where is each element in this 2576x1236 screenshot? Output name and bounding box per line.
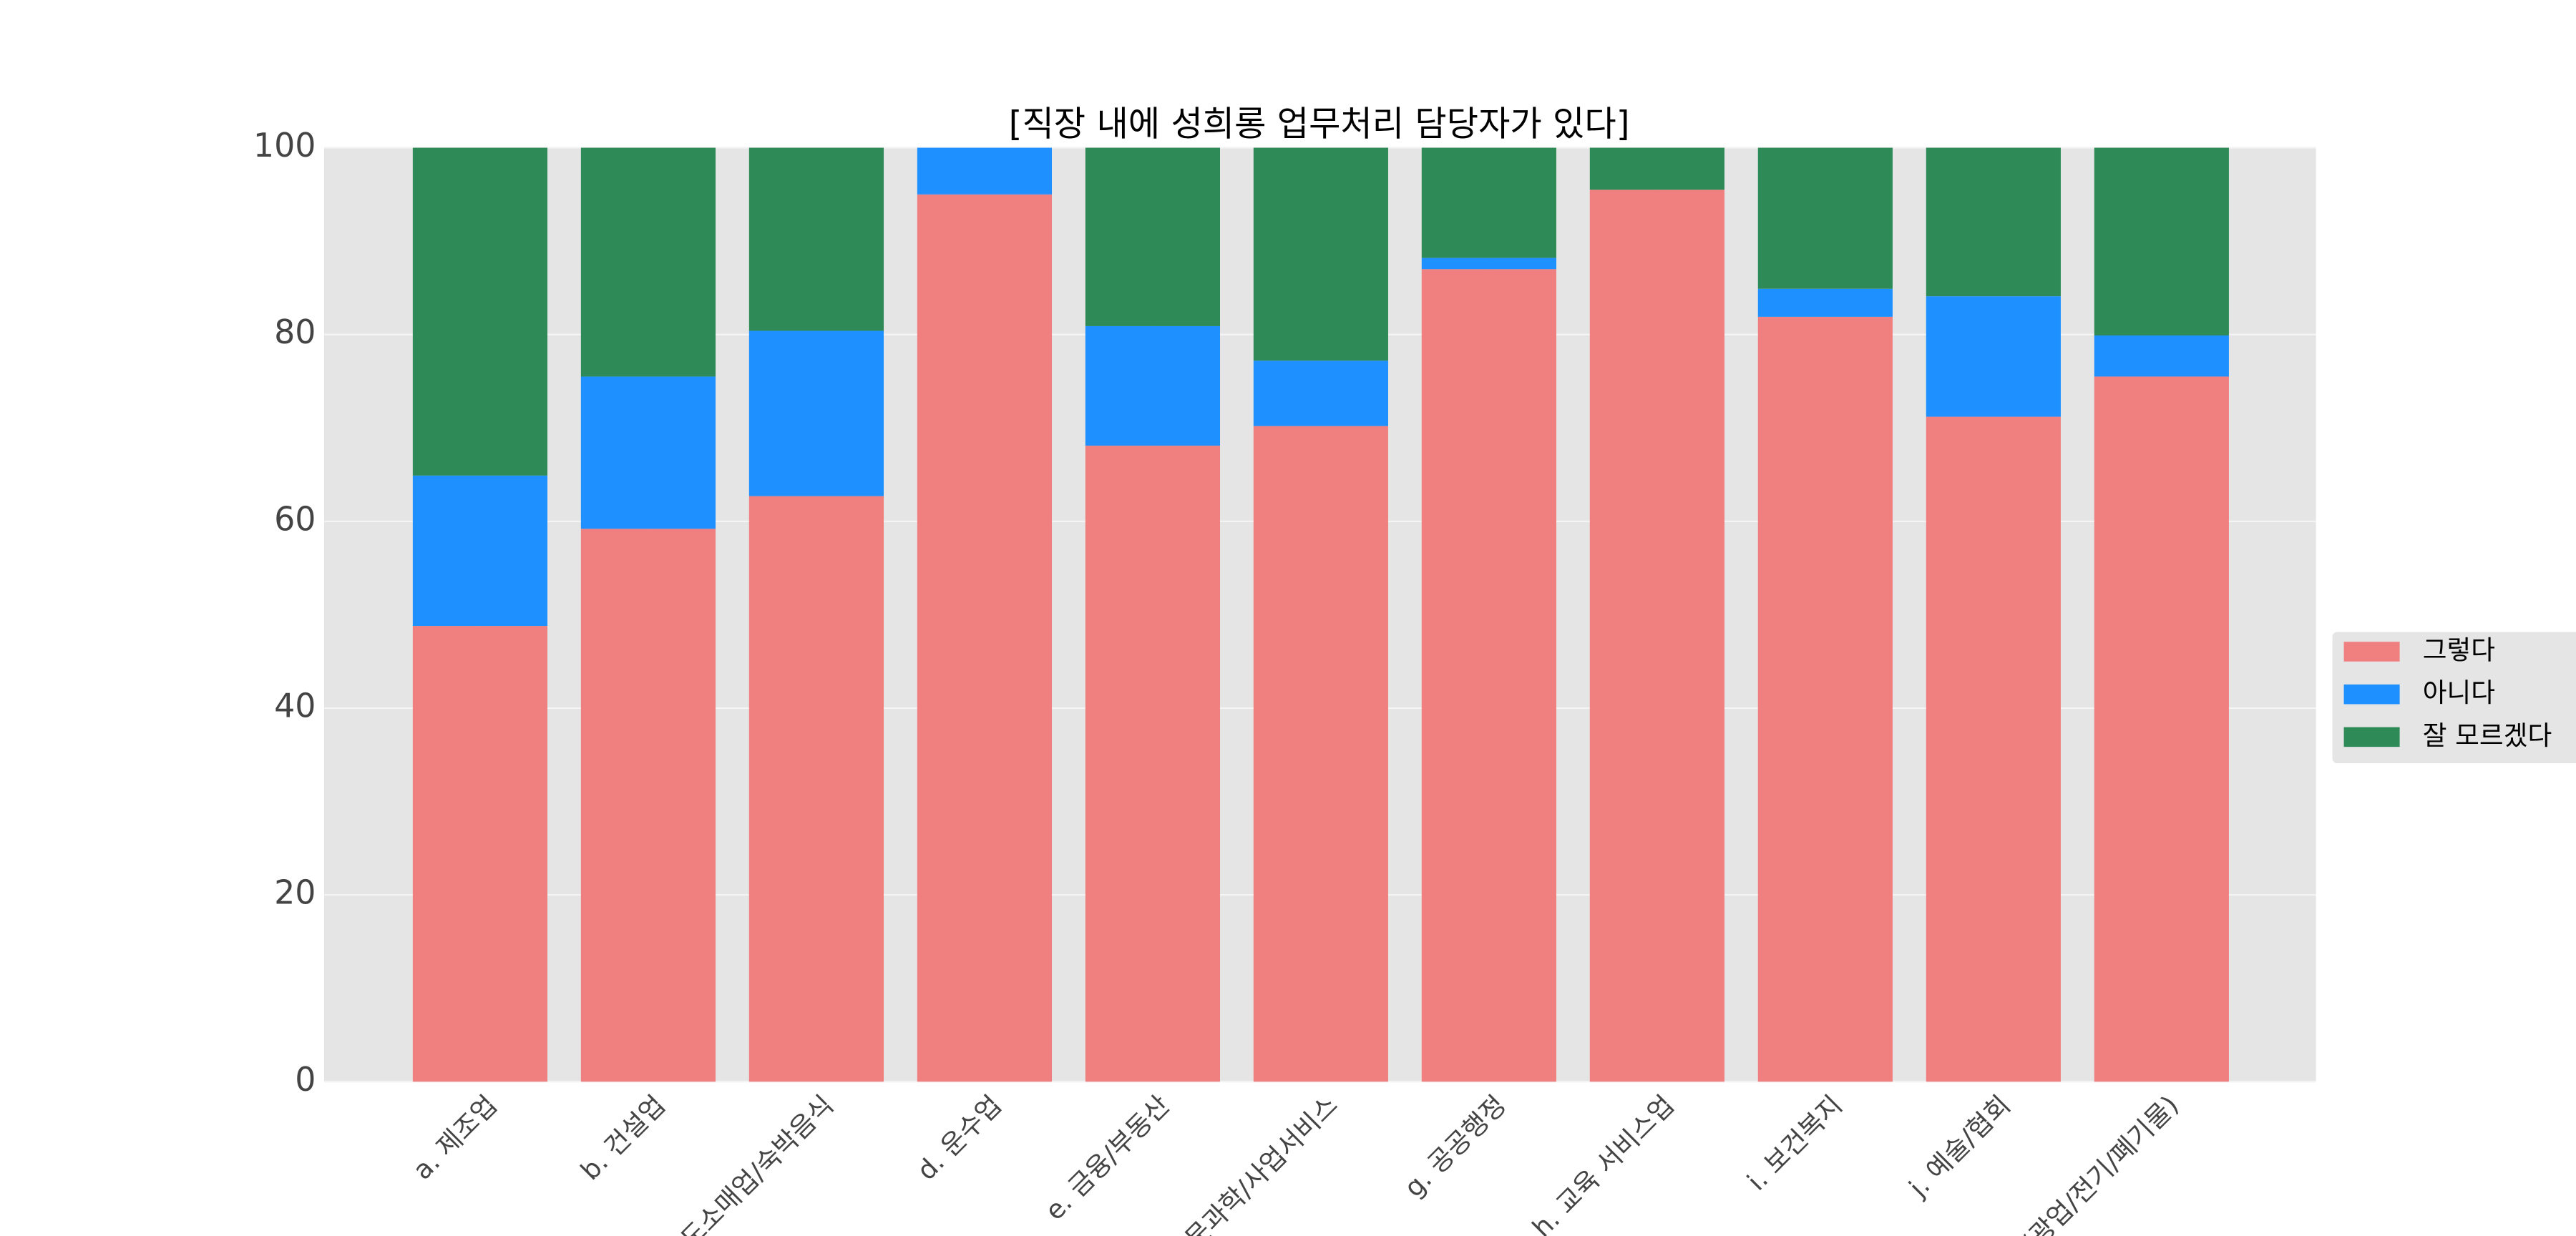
y-tick-label: 40	[274, 686, 316, 725]
bar-segment	[1085, 325, 1220, 446]
bar-segment	[748, 496, 884, 1082]
bar-segment	[2094, 376, 2229, 1082]
bar-segment	[1085, 446, 1220, 1082]
bar-segment	[917, 147, 1053, 195]
bar-segment	[1589, 147, 1724, 190]
x-tick-label: e. 금융/부동산	[1039, 1089, 1176, 1226]
x-tick-label: c. 도소매업/숙박음식	[653, 1089, 839, 1236]
x-tick-label: g. 공공행정	[1398, 1089, 1512, 1203]
legend-label: 그렇다	[2423, 635, 2495, 666]
bar-segment	[748, 147, 884, 331]
bar-segment	[1757, 316, 1893, 1082]
bar-segment	[1421, 258, 1556, 270]
y-tick-label: 60	[274, 499, 316, 538]
y-tick-label: 100	[253, 126, 316, 165]
bar-segment	[580, 376, 716, 529]
bar-segment	[2094, 335, 2229, 377]
bar-segment	[1253, 360, 1388, 426]
bar-segment	[580, 147, 716, 377]
bar-segment	[1253, 426, 1388, 1082]
bar-segment	[412, 626, 548, 1082]
x-tick-label: a. 제조업	[407, 1089, 503, 1185]
bar-segment	[1926, 147, 2061, 297]
bar-segment	[2094, 147, 2229, 335]
bar-segment	[412, 475, 548, 627]
bar-segment	[412, 147, 548, 476]
legend-swatch	[2343, 684, 2400, 705]
chart-title: [직장 내에 성희롱 업무처리 담당자가 있다]	[1009, 104, 1630, 144]
x-tick-label: b. 건설업	[575, 1089, 671, 1186]
bar-segment	[1253, 147, 1388, 361]
bar-segment	[1589, 190, 1724, 1082]
y-tick-label: 20	[274, 873, 316, 912]
bar-segment	[1421, 147, 1556, 258]
bar-segment	[1926, 296, 2061, 417]
x-tick-label: i. 보건복지	[1741, 1089, 1848, 1197]
y-tick-label: 80	[274, 313, 316, 351]
bar-segment	[1421, 269, 1556, 1082]
x-tick-label: d. 운수업	[911, 1089, 1008, 1186]
legend-label: 잘 모르겠다	[2423, 720, 2552, 751]
legend-label: 아니다	[2423, 677, 2495, 708]
legend-swatch	[2343, 642, 2400, 662]
bar-segment	[748, 330, 884, 496]
bar-segment	[1757, 288, 1893, 317]
y-tick-label: 0	[295, 1060, 316, 1099]
bar-segment	[917, 194, 1053, 1082]
bar-segment	[1926, 416, 2061, 1082]
legend-swatch	[2343, 727, 2400, 747]
x-tick-label: h. 교육 서비스업	[1526, 1089, 1680, 1236]
bar-segment	[580, 529, 716, 1082]
bar-segment	[1757, 147, 1893, 289]
x-tick-label: j. 예술/협회	[1903, 1089, 2016, 1203]
bar-segment	[1085, 147, 1220, 326]
